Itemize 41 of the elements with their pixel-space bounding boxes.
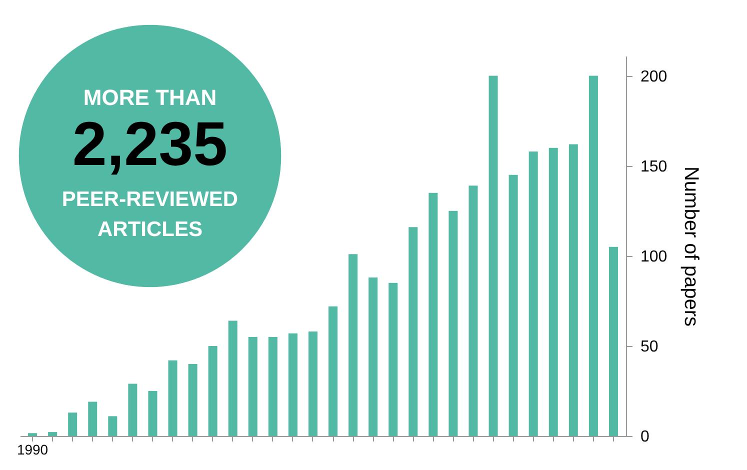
bar (168, 360, 178, 436)
bar (208, 346, 218, 436)
bar (388, 282, 398, 436)
bar (448, 210, 458, 436)
bar (468, 186, 478, 436)
bar (48, 432, 58, 436)
bar (148, 390, 158, 436)
bar (528, 151, 538, 436)
bar (568, 144, 578, 436)
y-tick-label: 100 (640, 248, 668, 266)
bar (328, 306, 338, 436)
bar (268, 336, 278, 436)
bar (408, 227, 418, 436)
annotation: PEER-REVIEWED (62, 188, 238, 211)
y-tick-label: 200 (640, 68, 668, 86)
y-tick-label: 0 (640, 428, 650, 446)
bar (368, 278, 378, 436)
bar (28, 433, 38, 436)
bar (548, 148, 558, 436)
bar (128, 384, 138, 436)
bar (188, 364, 198, 436)
bar (248, 336, 258, 436)
y-axis-title: Number of papers (680, 166, 702, 327)
bar (488, 76, 498, 436)
bar (588, 76, 598, 436)
bar (228, 320, 238, 436)
bar (88, 402, 98, 436)
bar (68, 412, 78, 436)
bar (608, 246, 618, 436)
y-tick-label: 150 (640, 158, 668, 176)
bar (428, 192, 438, 436)
x-tick-label: 1990 (16, 442, 48, 458)
bar (348, 254, 358, 436)
bar (288, 333, 298, 436)
bar (108, 416, 118, 436)
annotation: 2,235 (72, 110, 228, 179)
bar (308, 332, 318, 436)
y-tick-label: 50 (640, 338, 658, 356)
bar (508, 174, 518, 436)
annotation: ARTICLES (98, 218, 202, 241)
annotation: MORE THAN (83, 85, 217, 110)
